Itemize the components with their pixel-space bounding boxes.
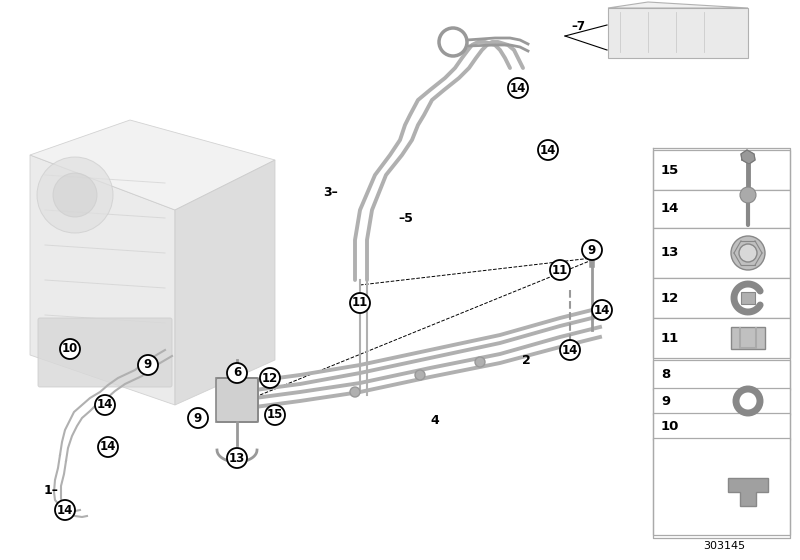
Circle shape [188,408,208,428]
Circle shape [350,293,370,313]
Circle shape [60,339,80,359]
Polygon shape [175,160,275,405]
FancyBboxPatch shape [741,292,755,304]
Circle shape [415,370,425,380]
Circle shape [37,157,113,233]
Text: 14: 14 [562,343,578,357]
Text: 1–: 1– [43,483,58,497]
Text: 14: 14 [57,503,73,516]
Circle shape [260,368,280,388]
Text: 9: 9 [661,395,670,408]
Circle shape [582,240,602,260]
Text: 9: 9 [588,244,596,256]
Text: 2: 2 [522,353,530,366]
Polygon shape [30,120,275,210]
Text: 14: 14 [510,82,526,95]
Text: 11: 11 [352,296,368,310]
Text: 14: 14 [661,203,679,216]
FancyBboxPatch shape [38,318,172,387]
Circle shape [475,357,485,367]
FancyBboxPatch shape [653,190,790,228]
Text: 4: 4 [430,413,438,427]
Text: 10: 10 [661,420,679,433]
FancyBboxPatch shape [653,318,790,358]
FancyBboxPatch shape [653,388,790,415]
Circle shape [138,355,158,375]
FancyBboxPatch shape [653,438,790,535]
Text: –5: –5 [398,212,413,225]
Text: 6: 6 [233,366,241,380]
Circle shape [550,260,570,280]
Circle shape [227,363,247,383]
Circle shape [95,395,115,415]
Circle shape [560,340,580,360]
Polygon shape [30,155,175,405]
Circle shape [508,78,528,98]
FancyBboxPatch shape [653,360,790,390]
Circle shape [265,405,285,425]
Text: –7: –7 [571,21,585,34]
Polygon shape [728,478,768,506]
Circle shape [98,437,118,457]
Circle shape [350,387,360,397]
Text: 13: 13 [661,246,679,259]
FancyBboxPatch shape [653,413,790,440]
Circle shape [731,236,765,270]
Text: 12: 12 [262,371,278,385]
Text: 9: 9 [194,412,202,424]
Text: 14: 14 [540,143,556,156]
Text: 15: 15 [267,408,283,422]
FancyBboxPatch shape [653,228,790,278]
Circle shape [740,187,756,203]
Circle shape [538,140,558,160]
FancyBboxPatch shape [653,278,790,318]
Text: 11: 11 [552,264,568,277]
Text: 303145: 303145 [703,541,745,551]
Circle shape [592,300,612,320]
FancyBboxPatch shape [731,327,765,349]
Circle shape [227,448,247,468]
Text: 8: 8 [661,368,670,381]
Text: 11: 11 [661,332,679,344]
Text: 3–: 3– [323,185,338,198]
Circle shape [55,500,75,520]
Circle shape [739,244,757,262]
FancyBboxPatch shape [216,378,258,422]
Text: 13: 13 [229,451,245,464]
Text: 14: 14 [594,304,610,316]
Circle shape [53,173,97,217]
Text: 9: 9 [144,358,152,371]
Polygon shape [608,2,748,8]
Text: 15: 15 [661,164,679,176]
FancyBboxPatch shape [653,150,790,190]
Text: 12: 12 [661,292,679,305]
Polygon shape [608,8,748,58]
Text: 14: 14 [100,441,116,454]
Text: 10: 10 [62,343,78,356]
Polygon shape [741,150,755,164]
Text: 14: 14 [97,399,113,412]
